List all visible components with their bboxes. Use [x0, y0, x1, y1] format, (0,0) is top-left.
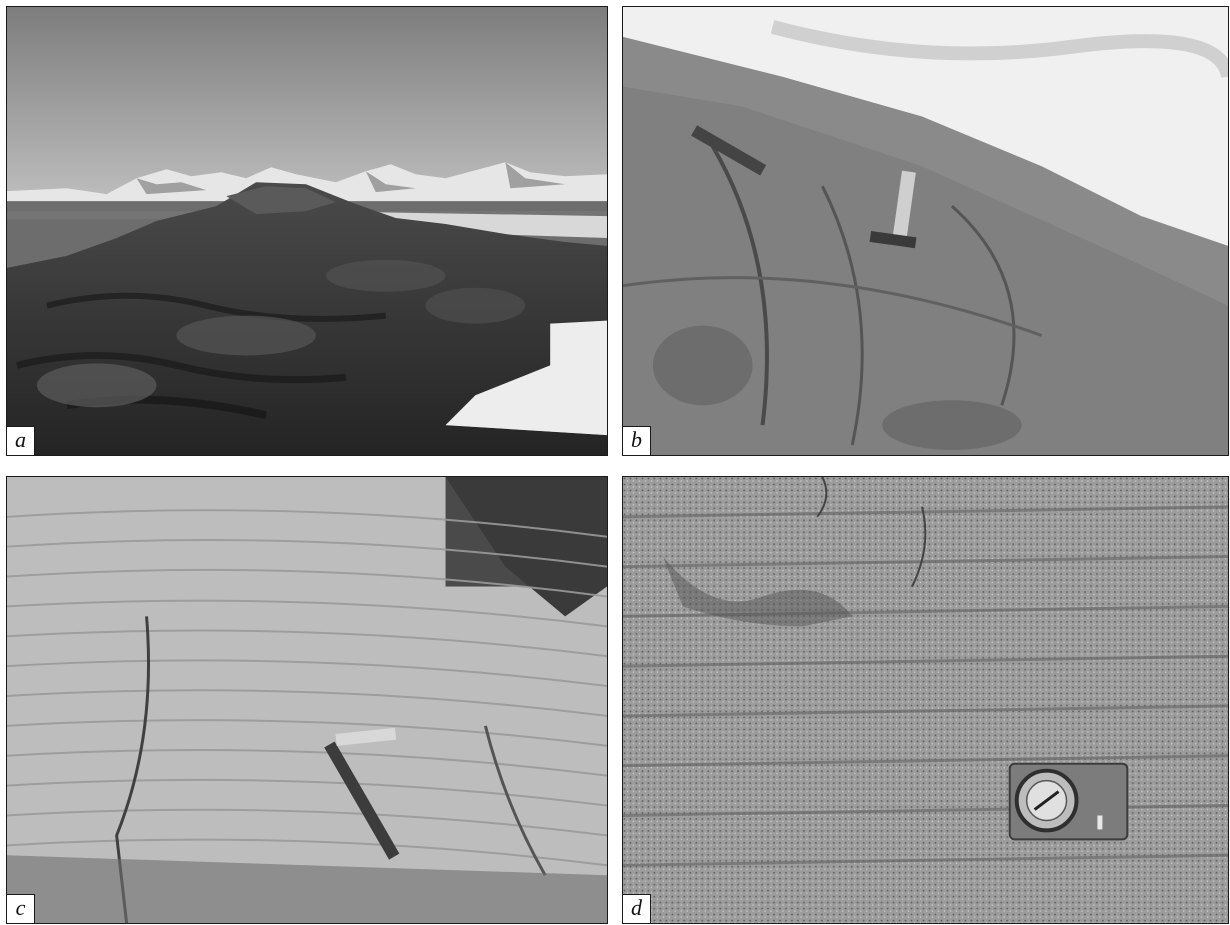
panel-d-photo: d — [622, 476, 1229, 924]
panel-a-photo: a — [6, 6, 608, 456]
banded-rock-image — [7, 477, 607, 923]
panel-label-a: a — [7, 426, 35, 455]
landscape-image — [7, 7, 607, 455]
rock-surface-image — [623, 7, 1228, 455]
panel-c-photo: c — [6, 476, 608, 924]
panel-label-b: b — [623, 426, 651, 455]
banded-rock-compass-image — [623, 477, 1228, 923]
panel-b-photo: b — [622, 6, 1229, 456]
panel-label-d: d — [623, 894, 651, 923]
panel-label-c: c — [7, 894, 35, 923]
